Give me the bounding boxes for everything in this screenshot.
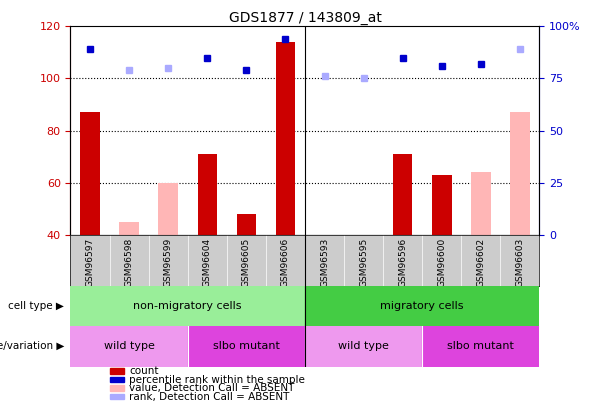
Text: GSM96604: GSM96604 — [203, 237, 211, 287]
Text: GSM96598: GSM96598 — [124, 237, 134, 287]
Text: GSM96595: GSM96595 — [359, 237, 368, 287]
Bar — [110, 377, 124, 382]
Bar — [276, 42, 295, 235]
Text: percentile rank within the sample: percentile rank within the sample — [129, 375, 305, 385]
Title: GDS1877 / 143809_at: GDS1877 / 143809_at — [229, 11, 381, 25]
Bar — [422, 235, 462, 286]
Bar — [500, 235, 539, 286]
Text: slbo mutant: slbo mutant — [447, 341, 514, 351]
Text: wild type: wild type — [338, 341, 389, 351]
Text: count: count — [129, 366, 159, 376]
Bar — [188, 326, 305, 367]
Text: wild type: wild type — [104, 341, 154, 351]
Bar — [70, 286, 305, 326]
Text: cell type ▶: cell type ▶ — [9, 301, 64, 311]
Bar — [80, 112, 100, 235]
Text: genotype/variation ▶: genotype/variation ▶ — [0, 341, 64, 351]
Bar — [344, 235, 383, 286]
Bar — [471, 173, 490, 235]
Bar — [70, 326, 188, 367]
Bar — [305, 235, 344, 286]
Bar — [110, 394, 124, 399]
Bar — [110, 235, 149, 286]
Bar — [149, 235, 188, 286]
Bar — [422, 326, 539, 367]
Bar — [432, 175, 452, 235]
Bar — [462, 235, 500, 286]
Text: GSM96605: GSM96605 — [242, 237, 251, 287]
Text: GSM96603: GSM96603 — [516, 237, 524, 287]
Bar — [110, 369, 124, 374]
Bar — [393, 154, 413, 235]
Text: slbo mutant: slbo mutant — [213, 341, 280, 351]
Bar — [120, 222, 139, 235]
Bar — [305, 326, 422, 367]
Bar — [188, 235, 227, 286]
Text: GSM96597: GSM96597 — [86, 237, 94, 287]
Bar — [227, 235, 266, 286]
Bar — [266, 235, 305, 286]
Text: rank, Detection Call = ABSENT: rank, Detection Call = ABSENT — [129, 392, 289, 401]
Bar — [158, 183, 178, 235]
Text: migratory cells: migratory cells — [381, 301, 464, 311]
Text: non-migratory cells: non-migratory cells — [134, 301, 242, 311]
Text: GSM96593: GSM96593 — [320, 237, 329, 287]
Bar — [237, 214, 256, 235]
Bar — [305, 286, 539, 326]
Text: GSM96606: GSM96606 — [281, 237, 290, 287]
Bar — [110, 386, 124, 391]
Text: GSM96600: GSM96600 — [437, 237, 446, 287]
Bar — [70, 235, 110, 286]
Text: value, Detection Call = ABSENT: value, Detection Call = ABSENT — [129, 383, 294, 393]
Bar — [197, 154, 217, 235]
Bar — [510, 112, 530, 235]
Text: GSM96599: GSM96599 — [164, 237, 173, 287]
Text: GSM96602: GSM96602 — [476, 237, 485, 287]
Text: GSM96596: GSM96596 — [398, 237, 407, 287]
Bar — [383, 235, 422, 286]
